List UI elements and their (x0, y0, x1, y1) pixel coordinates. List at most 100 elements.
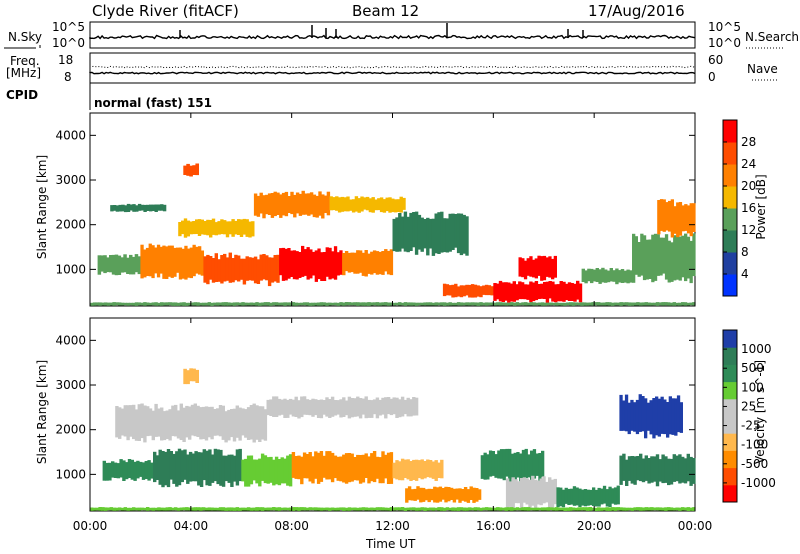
band-1-cell (148, 243, 152, 277)
band-2-cell (248, 257, 252, 281)
band-10-cell (437, 212, 441, 254)
band-14-cell (583, 507, 587, 511)
band-1-cell (156, 244, 161, 278)
band-1-cell (186, 454, 190, 484)
band-2-cell (286, 455, 290, 486)
band-13-cell (540, 256, 544, 281)
band-3-cell (309, 249, 313, 279)
band-3-cell (364, 453, 368, 478)
band-3-cell (372, 451, 377, 483)
band-14-cell (448, 507, 452, 511)
band-14-cell (162, 507, 167, 511)
band-5-cell (216, 408, 220, 436)
band-12-cell (507, 282, 511, 303)
band-7-cell (374, 199, 378, 211)
band-14-cell (437, 507, 441, 511)
band-11-cell (451, 284, 455, 298)
band-14-cell (151, 507, 155, 511)
band-17-cell (202, 302, 206, 306)
band-4-cell (398, 461, 402, 481)
band-5-cell (179, 403, 183, 440)
band-5-cell (181, 220, 185, 235)
band-5-cell (186, 220, 190, 237)
band-17-cell (650, 302, 654, 306)
band-17-cell (165, 302, 169, 306)
band-8-cell (444, 486, 448, 503)
band-8-cell (405, 488, 409, 503)
band-6-cell (372, 399, 377, 415)
band-5-cell (210, 406, 214, 440)
band-17-cell (498, 302, 503, 306)
band-4-cell (358, 250, 363, 273)
band-14-cell (381, 507, 385, 511)
band-14-cell (109, 507, 113, 511)
band-14-cell (143, 507, 147, 511)
band-13-cell (532, 259, 536, 278)
band-6-cell (294, 396, 298, 417)
band-17-cell (510, 302, 514, 306)
band-14-cell (504, 507, 508, 511)
band-3-cell (298, 252, 302, 278)
band-5-cell (148, 408, 153, 436)
band-14-cell (406, 507, 410, 511)
band-3-cell (325, 247, 329, 277)
colorbar-swatch (723, 398, 737, 417)
band-12-cell (551, 281, 555, 302)
band-12-cell (689, 456, 693, 486)
band-13-cell (630, 399, 634, 431)
band-2-cell (245, 256, 249, 281)
band-14-cell (185, 507, 189, 511)
band-11-cell (487, 285, 492, 296)
colorbar-swatch (723, 208, 737, 231)
band-14-cell (372, 507, 377, 511)
band-5-cell (168, 409, 172, 441)
band-17-cell (434, 302, 438, 306)
band-11-cell (575, 487, 579, 506)
band-5-cell (235, 405, 239, 438)
band-17-cell (591, 302, 595, 306)
band-11-cell (484, 284, 489, 296)
band-5-cell (200, 219, 204, 235)
band-2-cell (272, 459, 276, 486)
band-12-cell (661, 454, 665, 484)
band-10-cell (412, 212, 416, 248)
band-8-cell (427, 488, 431, 503)
band-17-cell (465, 302, 469, 306)
band-14-cell (566, 507, 570, 511)
band-2-cell (276, 254, 280, 283)
x-tick-label: 12:00 (375, 519, 410, 533)
band-17-cell (190, 302, 195, 306)
y-tick-label: 1000 (55, 262, 86, 276)
band-10-cell (445, 218, 450, 253)
band-6-cell (398, 399, 402, 418)
band-14-cell (609, 268, 613, 282)
band-6-cell (298, 193, 303, 216)
band-12-cell (556, 284, 561, 302)
band-14-cell (454, 507, 458, 511)
band-9-cell (124, 205, 128, 213)
band-17-cell (647, 302, 651, 306)
band-2-cell (283, 458, 287, 484)
band-1-cell (187, 248, 191, 278)
colorbar-swatch (723, 416, 737, 434)
band-14-cell (647, 507, 651, 511)
band-15-cell (664, 234, 669, 280)
band-12-cell (650, 456, 654, 483)
colorbar-tick-label: 12 (741, 223, 756, 237)
band-14-cell (358, 507, 363, 511)
band-7-cell (186, 370, 190, 385)
band-14-cell (336, 507, 340, 511)
band-12-cell (570, 283, 574, 301)
band-14-cell (581, 268, 585, 282)
band-12-cell (559, 281, 563, 302)
band-4-cell (434, 460, 438, 481)
band-8-cell (466, 489, 471, 503)
band-0-cell (113, 462, 118, 478)
colorbar-tick-label: 20 (741, 179, 756, 193)
band-14-cell (555, 507, 559, 511)
band-9-cell (162, 204, 167, 212)
nave-label: Nave (747, 62, 778, 76)
band-14-cell (316, 507, 321, 511)
band-17-cell (462, 302, 466, 306)
band-17-cell (249, 302, 254, 306)
